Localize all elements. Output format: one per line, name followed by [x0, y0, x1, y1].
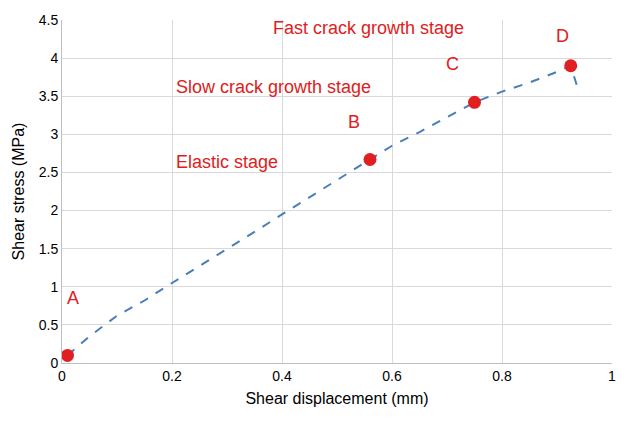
svg-text:4: 4 [50, 50, 58, 66]
svg-text:0.6: 0.6 [382, 368, 402, 384]
svg-text:Shear stress (MPa): Shear stress (MPa) [10, 123, 27, 261]
svg-text:Fast crack growth stage: Fast crack growth stage [273, 18, 464, 38]
svg-text:1: 1 [608, 368, 616, 384]
svg-text:0: 0 [58, 368, 66, 384]
svg-text:0.8: 0.8 [492, 368, 512, 384]
svg-text:0.5: 0.5 [39, 317, 59, 333]
svg-text:D: D [556, 26, 569, 46]
svg-text:B: B [348, 112, 360, 132]
svg-text:3.5: 3.5 [39, 88, 59, 104]
svg-text:2: 2 [50, 202, 58, 218]
svg-text:A: A [67, 288, 79, 308]
svg-text:C: C [446, 54, 459, 74]
svg-text:Shear displacement (mm): Shear displacement (mm) [245, 390, 428, 407]
svg-text:Slow crack growth stage: Slow crack growth stage [176, 77, 371, 97]
svg-text:2.5: 2.5 [39, 164, 59, 180]
svg-text:0.4: 0.4 [272, 368, 292, 384]
svg-text:Elastic stage: Elastic stage [176, 152, 278, 172]
svg-text:3: 3 [50, 126, 58, 142]
svg-text:4.5: 4.5 [39, 12, 59, 28]
svg-text:0.2: 0.2 [162, 368, 182, 384]
svg-text:1: 1 [50, 279, 58, 295]
svg-text:0: 0 [50, 355, 58, 371]
svg-text:1.5: 1.5 [39, 241, 59, 257]
